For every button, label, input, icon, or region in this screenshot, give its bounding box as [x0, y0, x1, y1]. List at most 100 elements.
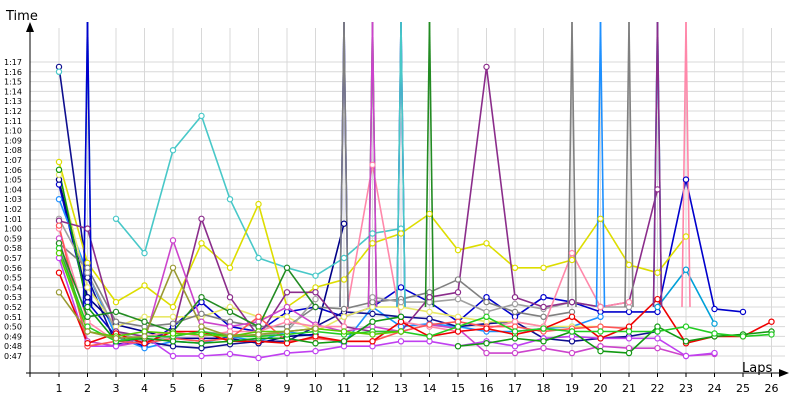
- data-point: [169, 264, 177, 271]
- x-tick-label: 19: [565, 382, 579, 395]
- data-point: [454, 343, 462, 350]
- data-point: [169, 330, 177, 337]
- data-point: [340, 220, 348, 227]
- data-point: [369, 240, 376, 247]
- x-tick-label: 16: [480, 382, 494, 395]
- x-axis-label: Laps: [742, 361, 772, 376]
- data-point: [169, 352, 177, 360]
- data-point: [112, 335, 120, 342]
- offscale-spike: [400, 21, 406, 308]
- offscale-spike: [396, 21, 402, 308]
- data-point: [454, 323, 462, 330]
- data-point: [397, 284, 405, 291]
- data-point: [654, 328, 661, 335]
- offscale-spike: [567, 21, 573, 308]
- data-point: [198, 310, 205, 318]
- data-point: [511, 328, 519, 335]
- data-point: [55, 68, 63, 76]
- data-point: [369, 318, 376, 325]
- offscale-spike: [681, 21, 687, 308]
- data-point: [568, 349, 576, 357]
- data-point: [55, 166, 63, 173]
- data-point: [625, 335, 633, 342]
- data-point: [540, 325, 547, 332]
- series-line-13: [58, 257, 715, 359]
- data-point: [483, 298, 490, 306]
- data-point: [711, 330, 718, 337]
- data-point: [711, 320, 718, 327]
- data-point: [568, 313, 576, 320]
- data-point: [84, 294, 91, 301]
- data-point: [625, 298, 633, 306]
- series-line-12: [58, 238, 715, 357]
- data-point: [454, 295, 462, 303]
- data-point: [169, 237, 177, 244]
- x-tick-label: 13: [394, 382, 408, 395]
- data-point: [540, 344, 547, 352]
- data-point: [255, 354, 262, 362]
- data-point: [112, 308, 120, 316]
- data-point: [682, 352, 690, 360]
- series-line-4: [58, 66, 658, 349]
- data-point: [682, 323, 690, 330]
- series-line-17: [58, 243, 317, 333]
- data-point: [426, 308, 433, 316]
- data-point: [226, 195, 234, 203]
- data-point: [141, 318, 148, 325]
- data-point: [454, 246, 462, 254]
- data-point: [340, 305, 348, 313]
- y-tick-label: 1:12: [4, 107, 22, 116]
- data-point: [84, 340, 91, 347]
- data-point: [226, 294, 234, 301]
- data-point: [682, 233, 690, 240]
- data-point: [511, 349, 519, 357]
- data-point: [426, 294, 433, 301]
- offscale-spike: [685, 21, 691, 308]
- data-point: [312, 272, 319, 279]
- data-point: [540, 264, 547, 271]
- x-tick-label: 9: [284, 382, 291, 395]
- offscale-spike: [339, 21, 345, 308]
- data-point: [682, 338, 690, 345]
- data-point: [84, 269, 91, 276]
- data-point: [739, 333, 747, 340]
- y-tick-label: 1:06: [4, 166, 22, 175]
- y-tick-label: 1:14: [4, 87, 22, 96]
- data-point: [198, 331, 205, 338]
- data-point: [654, 269, 661, 276]
- y-tick-label: 1:08: [4, 146, 22, 155]
- data-point: [255, 200, 262, 208]
- x-tick-label: 5: [170, 382, 177, 395]
- y-tick-label: 1:05: [4, 176, 22, 185]
- data-point: [768, 331, 775, 338]
- data-point: [340, 313, 348, 320]
- data-point: [198, 112, 205, 120]
- data-point: [169, 146, 177, 154]
- data-point: [226, 308, 234, 316]
- data-point: [84, 313, 91, 320]
- data-point: [141, 249, 148, 257]
- data-point: [198, 340, 205, 347]
- offscale-spike: [571, 21, 577, 308]
- data-point: [255, 331, 262, 338]
- y-tick-labels: 0:470:480:490:500:510:520:530:540:550:56…: [4, 58, 22, 361]
- y-tick-label: 0:51: [4, 313, 22, 322]
- data-point: [141, 282, 148, 289]
- data-point: [540, 313, 547, 320]
- offscale-spike: [428, 21, 435, 308]
- data-point: [454, 289, 462, 296]
- x-tick-label: 10: [309, 382, 323, 395]
- y-tick-label: 1:00: [4, 225, 22, 234]
- x-tick-label: 14: [423, 382, 437, 395]
- data-point: [511, 343, 519, 350]
- data-point: [483, 349, 490, 357]
- data-point: [169, 303, 177, 311]
- x-tick-label: 6: [198, 382, 205, 395]
- offscale-spike: [86, 21, 93, 308]
- data-point: [568, 249, 576, 257]
- data-point: [198, 323, 205, 330]
- data-point: [340, 328, 348, 335]
- y-tick-label: 0:53: [4, 293, 22, 302]
- data-point: [312, 347, 319, 355]
- y-tick-label: 1:10: [4, 127, 22, 136]
